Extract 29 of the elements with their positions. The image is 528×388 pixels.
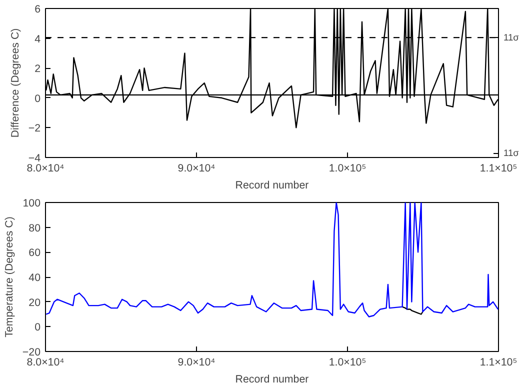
- ref-line-label: 11σ: [504, 32, 520, 43]
- y-tick-label: 4: [34, 33, 41, 46]
- line-series: [402, 306, 424, 315]
- text: 11σ: [504, 148, 520, 158]
- x-tick-label: 9.0×10⁴: [178, 162, 216, 174]
- y-tick-label: 6: [34, 4, 41, 16]
- y-tick-label: 60: [28, 247, 41, 260]
- y-tick-label: −2: [28, 122, 41, 135]
- y-tick-label: −4: [28, 152, 41, 164]
- y-tick-label: 80: [28, 222, 41, 234]
- y-tick-label: 100: [22, 198, 41, 210]
- x-axis-title: Record number: [235, 180, 310, 192]
- y-tick-label: 40: [28, 272, 41, 284]
- x-tick-label: 1.0×10⁵: [328, 356, 366, 368]
- x-axis-title: Record number: [235, 374, 310, 386]
- x-tick-label: 1.1×10⁵: [480, 162, 518, 174]
- x-tick-label: 9.0×10⁴: [178, 356, 216, 368]
- x-tick-label: 8.0×10⁴: [26, 162, 65, 174]
- y-tick-label: 20: [28, 296, 41, 309]
- y-axis-title: Difference (Degrees C): [9, 28, 22, 138]
- x-tick-label: 1.0×10⁵: [328, 162, 366, 174]
- y-tick-label: 0: [34, 92, 41, 105]
- y-tick-label: 2: [34, 63, 41, 76]
- y-axis-title: Temperature (Degrees C): [3, 216, 16, 338]
- y-tick-label: 0: [34, 322, 41, 334]
- x-tick-label: 8.0×10⁴: [26, 356, 65, 368]
- line-series: [46, 202, 498, 318]
- y-tick-label: −20: [22, 346, 41, 358]
- x-tick-label: 1.1×10⁵: [480, 356, 518, 368]
